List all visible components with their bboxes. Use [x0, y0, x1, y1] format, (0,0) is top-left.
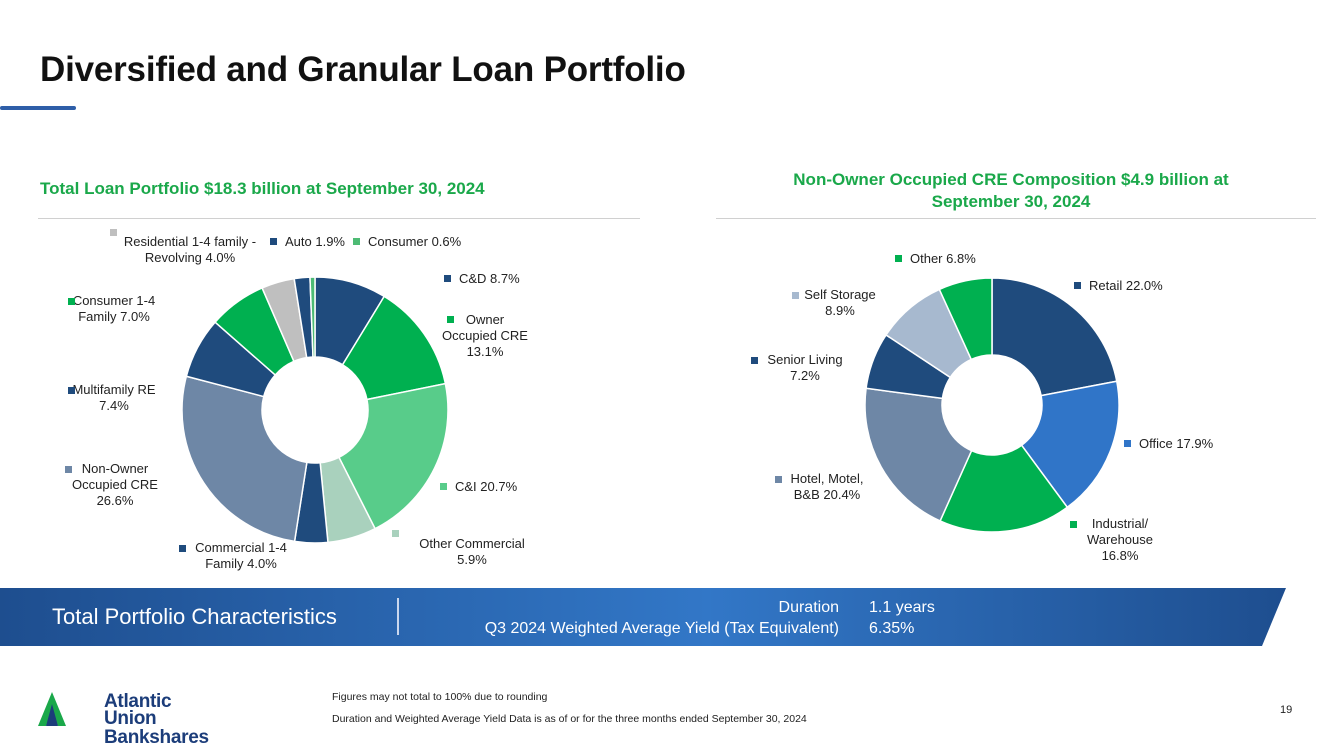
- donut-label-line: Retail 22.0%: [1089, 278, 1163, 293]
- donut-slice-industrial-warehouse: [939, 444, 1069, 533]
- donut-label-office: Office 17.9%: [1124, 436, 1213, 452]
- donut-slice-c-i: [337, 382, 449, 530]
- title-underline: [0, 106, 76, 110]
- donut-label-c-i: C&I 20.7%: [440, 479, 517, 495]
- donut-label-auto: Auto 1.9%: [270, 234, 345, 250]
- donut-label-line: Senior Living: [767, 352, 843, 367]
- logo-mark-icon: [38, 692, 66, 726]
- donut-label-line: Other 6.8%: [910, 251, 976, 266]
- donut-label-line: 7.4%: [99, 398, 129, 413]
- donut-label-residential-1-4-family-revolving: Residential 1-4 family - Revolving 4.0%: [100, 229, 280, 266]
- donut-label-other-commercial: Other Commercial 5.9%: [382, 530, 562, 568]
- legend-swatch: [65, 466, 72, 473]
- donut-slice-retail: [991, 277, 1118, 397]
- donut-label-line: 16.8%: [1101, 548, 1139, 563]
- donut-slice-office: [1020, 380, 1120, 509]
- donut-label-line: Owner: [465, 312, 505, 327]
- donut-label-commercial-1-4-family: Commercial 1-4 Family 4.0%: [151, 540, 331, 572]
- legend-swatch: [179, 545, 186, 552]
- legend-swatch: [440, 483, 447, 490]
- donut-label-industrial-warehouse: Industrial/Warehouse 16.8%: [1030, 516, 1210, 564]
- page-number: 19: [1280, 704, 1293, 716]
- band-divider: [397, 598, 399, 635]
- legend-swatch: [110, 229, 117, 236]
- donut-label-line: Commercial 1-4: [195, 540, 287, 555]
- legend-swatch: [392, 530, 399, 537]
- donut-label-line: Other Commercial: [419, 536, 525, 551]
- donut-label-hotel-motel-b-b: Hotel, Motel, B&B 20.4%: [737, 471, 917, 503]
- donut-label-line: Family 4.0%: [205, 556, 277, 571]
- legend-swatch: [895, 255, 902, 262]
- legend-swatch: [792, 292, 799, 299]
- donut-label-line: B&B 20.4%: [793, 487, 861, 502]
- donut-label-line: C&I 20.7%: [455, 479, 518, 494]
- donut-label-line: 5.9%: [457, 552, 487, 567]
- donut-label-self-storage: Self Storage 8.9%: [750, 287, 930, 319]
- donut-label-line: Non-Owner: [81, 461, 149, 476]
- donut-label-multifamily-re: Multifamily RE 7.4%: [24, 382, 204, 414]
- legend-swatch: [751, 357, 758, 364]
- left-title-rule: [38, 218, 640, 219]
- yield-value: 6.35%: [869, 620, 915, 637]
- legend-swatch: [1070, 521, 1077, 528]
- donut-label-line: 13.1%: [466, 344, 504, 359]
- donut-label-line: C&D 8.7%: [459, 271, 520, 286]
- donut-label-line: Consumer 0.6%: [368, 234, 462, 249]
- donut-label-line: 8.9%: [825, 303, 855, 318]
- legend-swatch: [447, 316, 454, 323]
- donut-label-line: Warehouse: [1087, 532, 1153, 547]
- legend-swatch: [444, 275, 451, 282]
- donut-label-line: Multifamily RE: [72, 382, 156, 397]
- logo-line2: Union Bankshares: [104, 708, 209, 748]
- donut-label-line: Office 17.9%: [1139, 436, 1214, 451]
- characteristics-heading: Total Portfolio Characteristics: [52, 604, 337, 629]
- donut-label-other: Other 6.8%: [895, 251, 976, 267]
- donut-slice-consumer: [309, 276, 316, 358]
- total-loan-chart-title: Total Loan Portfolio $18.3 billion at Se…: [40, 179, 485, 198]
- donut-label-line: Revolving 4.0%: [144, 250, 236, 265]
- yield-label: Q3 2024 Weighted Average Yield (Tax Equi…: [484, 620, 839, 637]
- donut-label-line: Self Storage: [804, 287, 876, 302]
- donut-label-line: Occupied CRE: [442, 328, 528, 343]
- donut-slice-hotel-motel-b-b: [864, 387, 973, 522]
- donut-label-line: Industrial/: [1091, 516, 1149, 531]
- donut-label-consumer-1-4-family: Consumer 1-4 Family 7.0%: [24, 293, 204, 325]
- donut-label-line: 26.6%: [96, 493, 134, 508]
- donut-label-owner-occupied-cre: Owner Occupied CRE 13.1%: [395, 312, 575, 360]
- legend-swatch: [68, 298, 75, 305]
- donut-label-line: 7.2%: [790, 368, 820, 383]
- legend-swatch: [1074, 282, 1081, 289]
- donut-slice-non-owner-occupied-cre: [181, 375, 308, 543]
- donut-label-c-d: C&D 8.7%: [444, 271, 520, 287]
- donut-label-non-owner-occupied-cre: Non-Owner Occupied CRE 26.6%: [25, 461, 205, 509]
- donut-label-line: Hotel, Motel,: [790, 471, 864, 486]
- legend-swatch: [353, 238, 360, 245]
- donut-label-line: Occupied CRE: [72, 477, 158, 492]
- duration-value: 1.1 years: [869, 599, 935, 616]
- legend-swatch: [68, 387, 75, 394]
- cre-composition-chart-title: Non-Owner Occupied CRE Composition $4.9 …: [793, 170, 1229, 211]
- donut-label-retail: Retail 22.0%: [1074, 278, 1163, 294]
- right-title-rule: [716, 218, 1316, 219]
- donut-label-line: Consumer 1-4: [72, 293, 156, 308]
- donut-slice-other: [938, 277, 993, 361]
- legend-swatch: [270, 238, 277, 245]
- footnote-data-as-of: Duration and Weighted Average Yield Data…: [332, 713, 807, 725]
- legend-swatch: [775, 476, 782, 483]
- donut-label-senior-living: Senior Living 7.2%: [715, 352, 895, 384]
- footnote-rounding: Figures may not total to 100% due to rou…: [332, 691, 548, 703]
- donut-label-line: Auto 1.9%: [285, 234, 345, 249]
- characteristics-band: [0, 588, 1286, 646]
- donut-label-line: Family 7.0%: [78, 309, 150, 324]
- duration-label: Duration: [778, 599, 839, 616]
- page-title: Diversified and Granular Loan Portfolio: [40, 50, 686, 89]
- logo-line1: Atlantic: [104, 691, 172, 712]
- donut-label-consumer: Consumer 0.6%: [353, 234, 461, 250]
- legend-swatch: [1124, 440, 1131, 447]
- donut-label-line: Residential 1-4 family -: [123, 234, 257, 249]
